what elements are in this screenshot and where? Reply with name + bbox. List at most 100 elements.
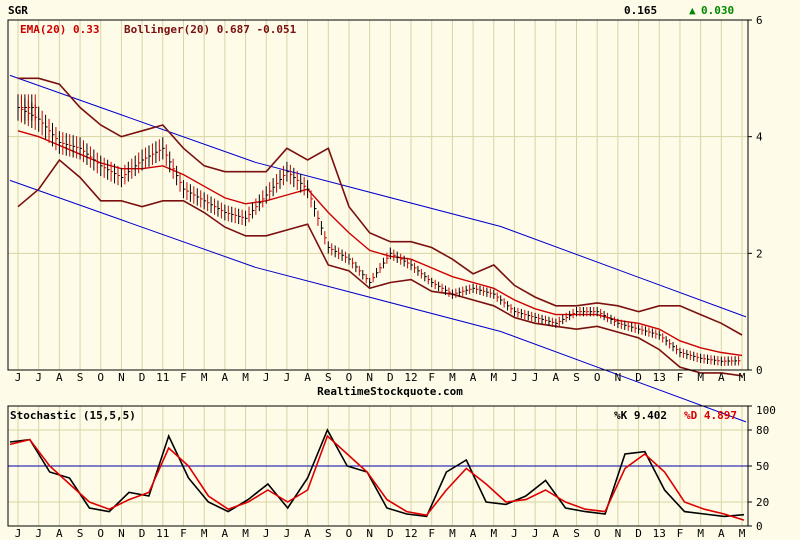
x-tick-label: M	[201, 527, 208, 540]
x-tick-label: O	[346, 371, 353, 384]
x-tick-label: A	[553, 527, 560, 540]
price-x-ticks: J J A S O N D 11 F M A M J J A S O N D 12 F M A M J J A S O N D 13 F M A M	[15, 371, 746, 384]
x-tick-label: N	[615, 527, 622, 540]
x-tick-label: D	[387, 371, 394, 384]
x-tick-label: N	[366, 371, 373, 384]
price-layer	[9, 74, 747, 423]
x-tick-label: J	[263, 527, 270, 540]
x-tick-label: 13	[653, 371, 666, 384]
bollinger-lower-line	[17, 158, 743, 377]
x-tick-label: 11	[156, 527, 169, 540]
x-tick-label: J	[35, 527, 42, 540]
channel-upper-line	[9, 74, 747, 318]
x-tick-label: N	[615, 371, 622, 384]
x-tick-label: J	[15, 371, 22, 384]
y-tick-label: 6	[756, 14, 763, 27]
stochastic-d-line	[9, 434, 745, 521]
stochastic-k-line	[9, 428, 745, 518]
x-tick-label: A	[718, 527, 725, 540]
x-tick-label: A	[56, 527, 63, 540]
y-tick-label: 20	[756, 496, 769, 509]
x-tick-label: D	[635, 371, 642, 384]
x-tick-label: J	[532, 371, 539, 384]
x-tick-label: O	[346, 527, 353, 540]
x-tick-label: A	[553, 371, 560, 384]
y-tick-label: 4	[756, 131, 763, 144]
stoch-d-label: %D 4.897	[684, 409, 737, 422]
x-tick-label: D	[139, 527, 146, 540]
x-tick-label: M	[449, 527, 456, 540]
x-tick-label: S	[77, 527, 84, 540]
x-tick-label: J	[511, 371, 518, 384]
x-tick-label: O	[97, 371, 104, 384]
channel-lower-line	[9, 179, 747, 423]
symbol-label: SGR	[8, 4, 28, 17]
x-tick-label: J	[15, 527, 22, 540]
y-tick-label: 0	[756, 520, 763, 533]
bollinger-legend: Bollinger(20) 0.687 -0.051	[124, 23, 297, 36]
x-tick-label: M	[201, 371, 208, 384]
x-tick-label: J	[511, 527, 518, 540]
x-tick-label: J	[35, 371, 42, 384]
bollinger-upper-line	[18, 77, 743, 336]
x-tick-label: F	[180, 371, 187, 384]
x-tick-label: A	[304, 527, 311, 540]
x-tick-label: N	[118, 371, 125, 384]
x-tick-label: M	[490, 527, 497, 540]
x-tick-label: F	[180, 527, 187, 540]
x-tick-label: M	[739, 527, 746, 540]
x-tick-label: 12	[404, 371, 417, 384]
change-value: 0.030	[701, 4, 734, 17]
stochastic-y-ticks: 0 20 50 80 100	[748, 404, 776, 533]
stoch-k-label: %K 9.402	[614, 409, 667, 422]
x-tick-label: F	[428, 527, 435, 540]
x-tick-label: S	[325, 371, 332, 384]
x-tick-label: O	[97, 527, 104, 540]
x-tick-label: S	[325, 527, 332, 540]
y-tick-label: 100	[756, 404, 776, 417]
x-tick-label: 12	[404, 527, 417, 540]
x-tick-label: F	[428, 371, 435, 384]
price-panel-frame	[7, 19, 749, 371]
x-tick-label: F	[677, 371, 684, 384]
x-tick-label: A	[56, 371, 63, 384]
x-tick-label: A	[470, 371, 477, 384]
y-tick-label: 2	[756, 247, 763, 260]
y-tick-label: 50	[756, 460, 769, 473]
x-tick-label: M	[449, 371, 456, 384]
stochastic-title: Stochastic (15,5,5)	[10, 409, 136, 422]
x-tick-label: S	[573, 527, 580, 540]
x-tick-label: F	[677, 527, 684, 540]
x-tick-label: J	[284, 527, 291, 540]
stochastic-layer	[8, 428, 748, 521]
x-tick-label: M	[697, 527, 704, 540]
x-tick-label: D	[635, 527, 642, 540]
stochastic-x-ticks: J J A S O N D 11 F M A M J J A S O N D 12 F M A M J J A S O N D 13 F M A M	[15, 527, 746, 540]
x-tick-label: J	[532, 527, 539, 540]
x-tick-label: 13	[653, 527, 666, 540]
x-tick-label: S	[573, 371, 580, 384]
y-tick-label: 80	[756, 424, 769, 437]
price-y-ticks: 0 2 4 6	[748, 14, 763, 377]
x-tick-label: J	[284, 371, 291, 384]
x-tick-label: M	[242, 527, 249, 540]
x-tick-label: M	[697, 371, 704, 384]
x-tick-label: J	[263, 371, 270, 384]
x-tick-label: O	[594, 527, 601, 540]
x-tick-label: A	[470, 527, 477, 540]
x-tick-label: S	[77, 371, 84, 384]
x-tick-label: 11	[156, 371, 169, 384]
x-tick-label: M	[490, 371, 497, 384]
x-tick-label: D	[387, 527, 394, 540]
y-tick-label: 0	[756, 364, 763, 377]
x-tick-label: A	[304, 371, 311, 384]
x-tick-label: A	[222, 527, 229, 540]
x-tick-label: M	[739, 371, 746, 384]
x-tick-label: A	[718, 371, 725, 384]
ema-legend: EMA(20) 0.33	[20, 23, 99, 36]
x-tick-label: D	[139, 371, 146, 384]
x-tick-label: N	[366, 527, 373, 540]
